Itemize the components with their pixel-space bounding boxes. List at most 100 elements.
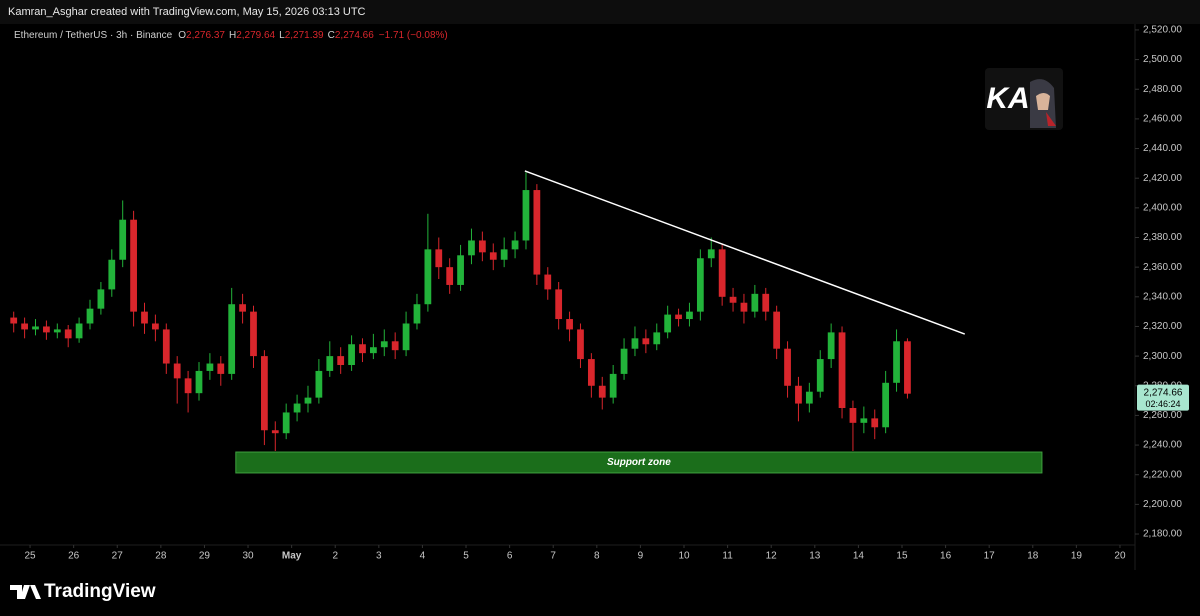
candle-body (64, 329, 72, 339)
x-tick-label: 20 (1114, 551, 1126, 562)
candle-body (500, 249, 508, 260)
candle-body (468, 240, 475, 256)
ohlc-value: 2,276.37 (186, 30, 225, 41)
candle-body (239, 304, 246, 312)
candle-body (816, 359, 824, 392)
candle-body (424, 249, 432, 305)
watermark-badge: KA (985, 68, 1063, 130)
y-tick-label: 2,420.00 (1143, 173, 1182, 184)
candle-body (675, 314, 682, 320)
candle-body (10, 317, 18, 324)
x-tick-label: 3 (376, 551, 382, 562)
candle-body (860, 418, 868, 423)
candle-body (97, 289, 105, 309)
candle-body (533, 190, 541, 275)
candle-body (108, 259, 116, 290)
x-tick-label: 7 (550, 551, 556, 562)
candle-body (250, 311, 257, 357)
x-tick-label: 9 (638, 551, 644, 562)
candle-body (228, 304, 236, 374)
x-tick-label: 18 (1027, 551, 1039, 562)
x-tick-label: 6 (507, 551, 513, 562)
x-tick-label: 11 (722, 551, 733, 562)
candle-body (577, 329, 584, 360)
zone-label: Support zone (607, 457, 671, 468)
x-tick-label: 27 (112, 551, 124, 562)
chart-header: Ethereum / TetherUS · 3h · Binance O2,276… (14, 30, 448, 41)
candle-body (337, 356, 345, 366)
candle-body (152, 323, 159, 330)
y-tick-label: 2,300.00 (1143, 351, 1182, 362)
candle-body (631, 338, 639, 349)
candle-body (402, 323, 410, 351)
candle-body (86, 308, 94, 324)
candle-body (555, 289, 563, 320)
candle-body (773, 311, 781, 349)
y-tick-label: 2,440.00 (1143, 143, 1182, 154)
candle-body (849, 408, 857, 423)
price-tag (1137, 384, 1189, 411)
x-tick-label: 28 (155, 551, 167, 562)
candle-body (370, 347, 377, 354)
support-zone (235, 451, 1043, 474)
countdown: 02:46:24 (1145, 399, 1180, 409)
brand-logo: TradingView (10, 581, 156, 602)
candle-body (544, 274, 552, 290)
x-tick-label: 17 (984, 551, 996, 562)
candle-body (315, 370, 323, 398)
candle-body (729, 296, 737, 303)
x-tick-label: 12 (766, 551, 778, 562)
x-tick-label: 2 (332, 551, 338, 562)
y-tick-label: 2,380.00 (1143, 232, 1182, 243)
candle-body (838, 332, 846, 409)
candle-body (707, 249, 715, 259)
candle-body (75, 323, 83, 339)
y-tick-label: 2,320.00 (1143, 321, 1182, 332)
candle-body (195, 370, 203, 394)
trendline (524, 170, 966, 335)
banner: Kamran_Asghar created with TradingView.c… (8, 6, 366, 18)
candle-body (566, 319, 573, 330)
candle-body (882, 382, 890, 428)
symbol-legend: Ethereum / TetherUS · 3h · Binance O2,276… (14, 30, 448, 41)
change: −1.71 (−0.08%) (379, 30, 448, 41)
y-tick-label: 2,480.00 (1143, 84, 1182, 95)
candle-body (871, 418, 879, 428)
candle-body (664, 314, 672, 333)
x-tick-label: 4 (420, 551, 426, 562)
candle-body (587, 359, 595, 386)
ohlc-value: 2,271.39 (285, 30, 324, 41)
y-tick-label: 2,200.00 (1143, 499, 1182, 510)
candle-body (751, 293, 759, 312)
candle-body (904, 341, 911, 394)
candle-body (435, 249, 443, 268)
candle-body (489, 252, 497, 260)
candle-body (184, 378, 192, 394)
x-tick-label: 16 (940, 551, 952, 562)
candle-body (718, 249, 726, 297)
candle-body (446, 267, 454, 285)
candle-body (795, 385, 802, 404)
candle-body (21, 323, 28, 330)
candle-body (359, 344, 366, 354)
candle-body (119, 219, 127, 260)
brand-name: TradingView (44, 581, 156, 602)
price-tag-label: 2,274.66 (1144, 387, 1183, 398)
y-tick-label: 2,460.00 (1143, 114, 1182, 125)
candle-body (620, 348, 628, 374)
ohlc-key: H (229, 30, 236, 41)
candle-body (653, 332, 661, 345)
candle-body (827, 332, 835, 360)
candle-body (271, 430, 279, 434)
y-tick-label: 2,340.00 (1143, 291, 1182, 302)
candle-body (413, 304, 421, 324)
x-tick-label: 29 (199, 551, 211, 562)
candle-body (642, 338, 650, 345)
badge-face (1036, 93, 1050, 110)
ohlc-value: 2,274.66 (335, 30, 374, 41)
ohlc-key: O (178, 30, 186, 41)
x-tick-label: 30 (242, 551, 254, 562)
candle-body (457, 255, 464, 285)
y-tick-label: 2,240.00 (1143, 440, 1182, 451)
